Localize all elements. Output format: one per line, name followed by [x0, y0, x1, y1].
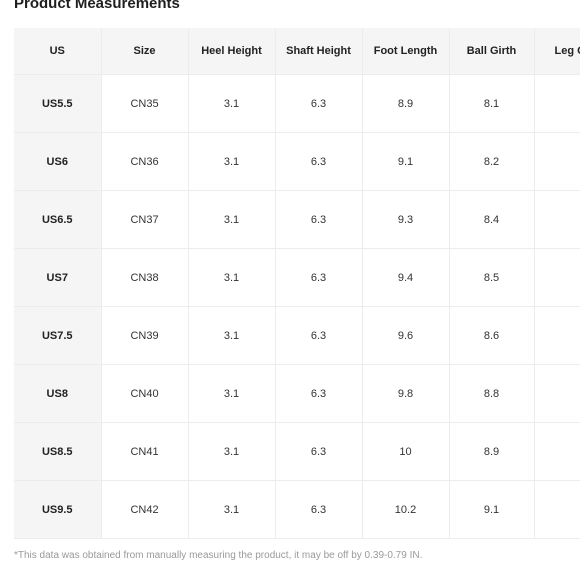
heel-height-cell: 3.1	[187, 364, 276, 423]
shaft-height-cell: 6.3	[274, 480, 363, 539]
table-row: US8 CN40 3.1 6.3 9.8 8.8	[14, 364, 580, 423]
us-size-cell: US6.5	[14, 190, 102, 249]
ball-girth-cell: 8.6	[448, 306, 535, 365]
leg-circ-cell	[533, 422, 580, 481]
column-header-us: US	[14, 28, 102, 75]
us-size-cell: US8	[14, 364, 102, 423]
column-header-heel-height: Heel Height	[187, 28, 276, 75]
foot-length-cell: 8.9	[361, 74, 450, 133]
foot-length-cell: 10.2	[361, 480, 450, 539]
heel-height-cell: 3.1	[187, 422, 276, 481]
ball-girth-cell: 8.1	[448, 74, 535, 133]
us-size-cell: US7	[14, 248, 102, 307]
foot-length-cell: 9.6	[361, 306, 450, 365]
leg-circ-cell	[533, 190, 580, 249]
ball-girth-cell: 9.1	[448, 480, 535, 539]
cn-size-cell: CN41	[100, 422, 189, 481]
us-size-cell: US8.5	[14, 422, 102, 481]
shaft-height-cell: 6.3	[274, 132, 363, 191]
column-header-leg-circ: Leg Circ	[533, 28, 580, 75]
heel-height-cell: 3.1	[187, 306, 276, 365]
foot-length-cell: 9.4	[361, 248, 450, 307]
heel-height-cell: 3.1	[187, 248, 276, 307]
leg-circ-cell	[533, 364, 580, 423]
heel-height-cell: 3.1	[187, 190, 276, 249]
column-header-size: Size	[100, 28, 189, 75]
leg-circ-cell	[533, 74, 580, 133]
shaft-height-cell: 6.3	[274, 364, 363, 423]
column-header-ball-girth: Ball Girth	[448, 28, 535, 75]
us-size-cell: US5.5	[14, 74, 102, 133]
measurement-disclaimer: *This data was obtained from manually me…	[14, 550, 423, 561]
foot-length-cell: 9.1	[361, 132, 450, 191]
ball-girth-cell: 8.8	[448, 364, 535, 423]
cn-size-cell: CN42	[100, 480, 189, 539]
cn-size-cell: CN38	[100, 248, 189, 307]
heel-height-cell: 3.1	[187, 480, 276, 539]
heel-height-cell: 3.1	[187, 74, 276, 133]
table-row: US7 CN38 3.1 6.3 9.4 8.5	[14, 248, 580, 307]
table-row: US9.5 CN42 3.1 6.3 10.2 9.1	[14, 480, 580, 539]
shaft-height-cell: 6.3	[274, 306, 363, 365]
shaft-height-cell: 6.3	[274, 248, 363, 307]
shaft-height-cell: 6.3	[274, 74, 363, 133]
leg-circ-cell	[533, 248, 580, 307]
leg-circ-cell	[533, 480, 580, 539]
column-header-shaft-height: Shaft Height	[274, 28, 363, 75]
table-row: US5.5 CN35 3.1 6.3 8.9 8.1	[14, 74, 580, 133]
leg-circ-cell	[533, 132, 580, 191]
cn-size-cell: CN35	[100, 74, 189, 133]
ball-girth-cell: 8.5	[448, 248, 535, 307]
ball-girth-cell: 8.4	[448, 190, 535, 249]
heel-height-cell: 3.1	[187, 132, 276, 191]
table-row: US6.5 CN37 3.1 6.3 9.3 8.4	[14, 190, 580, 249]
shaft-height-cell: 6.3	[274, 422, 363, 481]
us-size-cell: US9.5	[14, 480, 102, 539]
cn-size-cell: CN40	[100, 364, 189, 423]
column-header-foot-length: Foot Length	[361, 28, 450, 75]
measurements-table-wrapper[interactable]: US Size Heel Height Shaft Height Foot Le…	[14, 28, 580, 539]
foot-length-cell: 9.8	[361, 364, 450, 423]
ball-girth-cell: 8.2	[448, 132, 535, 191]
table-row: US7.5 CN39 3.1 6.3 9.6 8.6	[14, 306, 580, 365]
cn-size-cell: CN36	[100, 132, 189, 191]
cn-size-cell: CN39	[100, 306, 189, 365]
measurements-table: US Size Heel Height Shaft Height Foot Le…	[14, 28, 580, 539]
foot-length-cell: 9.3	[361, 190, 450, 249]
page-title: Product Measurements	[14, 0, 180, 12]
foot-length-cell: 10	[361, 422, 450, 481]
leg-circ-cell	[533, 306, 580, 365]
table-row: US8.5 CN41 3.1 6.3 10 8.9	[14, 422, 580, 481]
us-size-cell: US7.5	[14, 306, 102, 365]
table-header-row: US Size Heel Height Shaft Height Foot Le…	[14, 28, 580, 75]
table-row: US6 CN36 3.1 6.3 9.1 8.2	[14, 132, 580, 191]
shaft-height-cell: 6.3	[274, 190, 363, 249]
us-size-cell: US6	[14, 132, 102, 191]
cn-size-cell: CN37	[100, 190, 189, 249]
ball-girth-cell: 8.9	[448, 422, 535, 481]
